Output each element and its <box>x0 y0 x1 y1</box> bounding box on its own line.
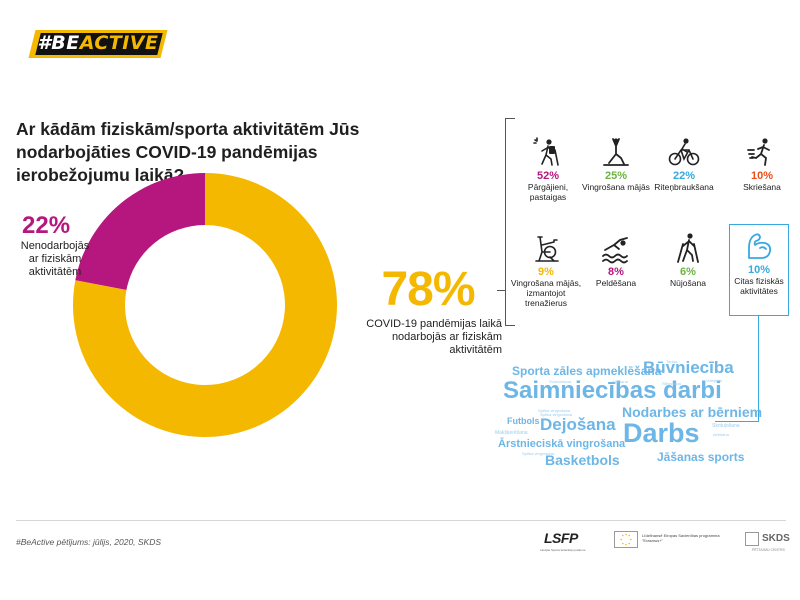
eu-stars-icon <box>620 533 632 546</box>
donut-chart <box>73 173 337 437</box>
activity-home-exercise: 25% Vingrošana mājās <box>580 136 652 192</box>
slice-label-active-text: COVID-19 pandēmijas laikā nodarbojās ar … <box>366 318 502 356</box>
word-cloud-item: Jāšanas sports <box>657 450 745 464</box>
activity-percent: 10% <box>750 170 774 182</box>
word-cloud-item: Dejošana <box>540 415 616 434</box>
word-cloud-item: Teniss <box>666 359 678 364</box>
cyclist-icon <box>668 138 700 166</box>
activity-running: 10% Skriešana <box>726 136 798 192</box>
source-note: #BeActive pētījums: jūlijs, 2020, SKDS <box>16 537 162 547</box>
swimmer-icon <box>602 237 628 264</box>
activity-name: Nūjošana <box>670 278 706 288</box>
activity-hiking: 52% Pārgājieni, pastaigas <box>512 136 584 202</box>
activity-name: Riteņbraukšana <box>654 182 714 192</box>
word-cloud-item: Makšķerēšana <box>495 430 528 436</box>
other-activities-connector <box>758 316 759 422</box>
skds-logo-subtitle: PĒTĪJUMU CENTRS <box>752 548 785 552</box>
activity-name: Vingrošana mājās, izmantojot trenažierus <box>510 278 582 308</box>
hiker-icon <box>533 137 559 166</box>
word-cloud-item: Spēka vingrošana <box>522 451 555 456</box>
donut-slice-inactive <box>75 173 206 291</box>
word-cloud-item: Airēšana <box>612 379 628 384</box>
yoga-icon <box>603 138 629 166</box>
activities-bracket-tick <box>497 290 505 291</box>
activity-cycling: 22% Riteņbraukšana <box>648 136 720 192</box>
skds-logo: SKDS <box>762 533 790 544</box>
activity-percent: 8% <box>608 266 624 278</box>
eu-funding-text: Līdzfinansē Eiropas Savienības programma… <box>642 533 720 543</box>
word-cloud-item: Slēpošana <box>662 381 681 386</box>
other-activities-box <box>729 224 789 316</box>
runner-icon <box>747 138 770 166</box>
activity-name: Vingrošana mājās <box>582 182 650 192</box>
word-cloud-item: Saimniecības darbi <box>503 377 722 404</box>
logo-text: #BEACTIVE <box>37 32 159 54</box>
word-cloud-item: Spēka vingrošana <box>540 412 573 417</box>
activity-name: Citas fiziskās aktivitātes <box>734 276 784 296</box>
word-cloud-item: Futbols <box>507 416 540 426</box>
word-cloud-item: Airēšana <box>713 432 729 437</box>
word-cloud-item: Būvniecība <box>643 358 734 377</box>
skds-logo-mark <box>745 532 759 546</box>
word-cloud-item: Nodarbes ar bērniem <box>622 404 763 420</box>
activity-percent: 25% <box>604 170 628 182</box>
word-cloud-item: Spēka vingrošana <box>538 408 571 413</box>
activity-percent: 9% <box>538 266 554 278</box>
word-cloud-item: Skrituļošana <box>712 423 740 429</box>
activities-bracket <box>505 118 515 326</box>
beactive-logo: #BEACTIVE <box>28 30 168 58</box>
word-cloud-item: Svarcelšana <box>549 379 572 384</box>
activity-percent: 10% <box>747 264 771 276</box>
muscle-arm-icon <box>748 233 772 259</box>
activity-percent: 22% <box>672 170 696 182</box>
donut-slice-active <box>73 173 337 437</box>
slice-label-inactive-percent: 22% <box>22 212 71 239</box>
activity-swimming: 8% Peldēšana <box>580 232 652 288</box>
activity-percent: 52% <box>536 170 560 182</box>
activity-nordic-walking: 6% Nūjošana <box>652 232 724 288</box>
word-cloud-item: Ārstnieciskā vingrošana <box>498 438 626 450</box>
exercise-bike-icon <box>535 236 559 262</box>
activity-percent: 6% <box>680 266 696 278</box>
activity-name: Pārgājieni, pastaigas <box>527 182 569 202</box>
nordic-walking-icon <box>677 233 699 263</box>
slice-label-inactive-text: Nenodarbojās ar fiziskām aktivitātēm <box>20 240 90 278</box>
activity-name: Peldēšana <box>595 278 637 288</box>
word-cloud-item: Darbs <box>623 418 700 448</box>
slice-label-active-percent: 78% <box>381 263 475 316</box>
footer-divider <box>16 520 786 521</box>
eu-flag-icon <box>614 531 638 548</box>
activity-other: 10% Citas fiziskās aktivitātes <box>723 230 795 296</box>
word-cloud-item: Basketbols <box>545 452 620 468</box>
activity-name: Skriešana <box>743 182 781 192</box>
word-cloud-item: Volejbols <box>706 378 723 383</box>
lsfp-logo-subtitle: Latvijas Sporta federāciju padome <box>540 548 586 552</box>
lsfp-logo: LSFP <box>544 530 578 546</box>
other-activities-connector <box>715 421 759 422</box>
word-cloud-item: Sporta zāles apmeklēšana <box>512 364 662 378</box>
question-title: Ar kādām fiziskām/sporta aktivitātēm Jūs… <box>16 119 360 185</box>
activity-machine-exercise: 9% Vingrošana mājās, izmantojot trenažie… <box>508 232 584 308</box>
